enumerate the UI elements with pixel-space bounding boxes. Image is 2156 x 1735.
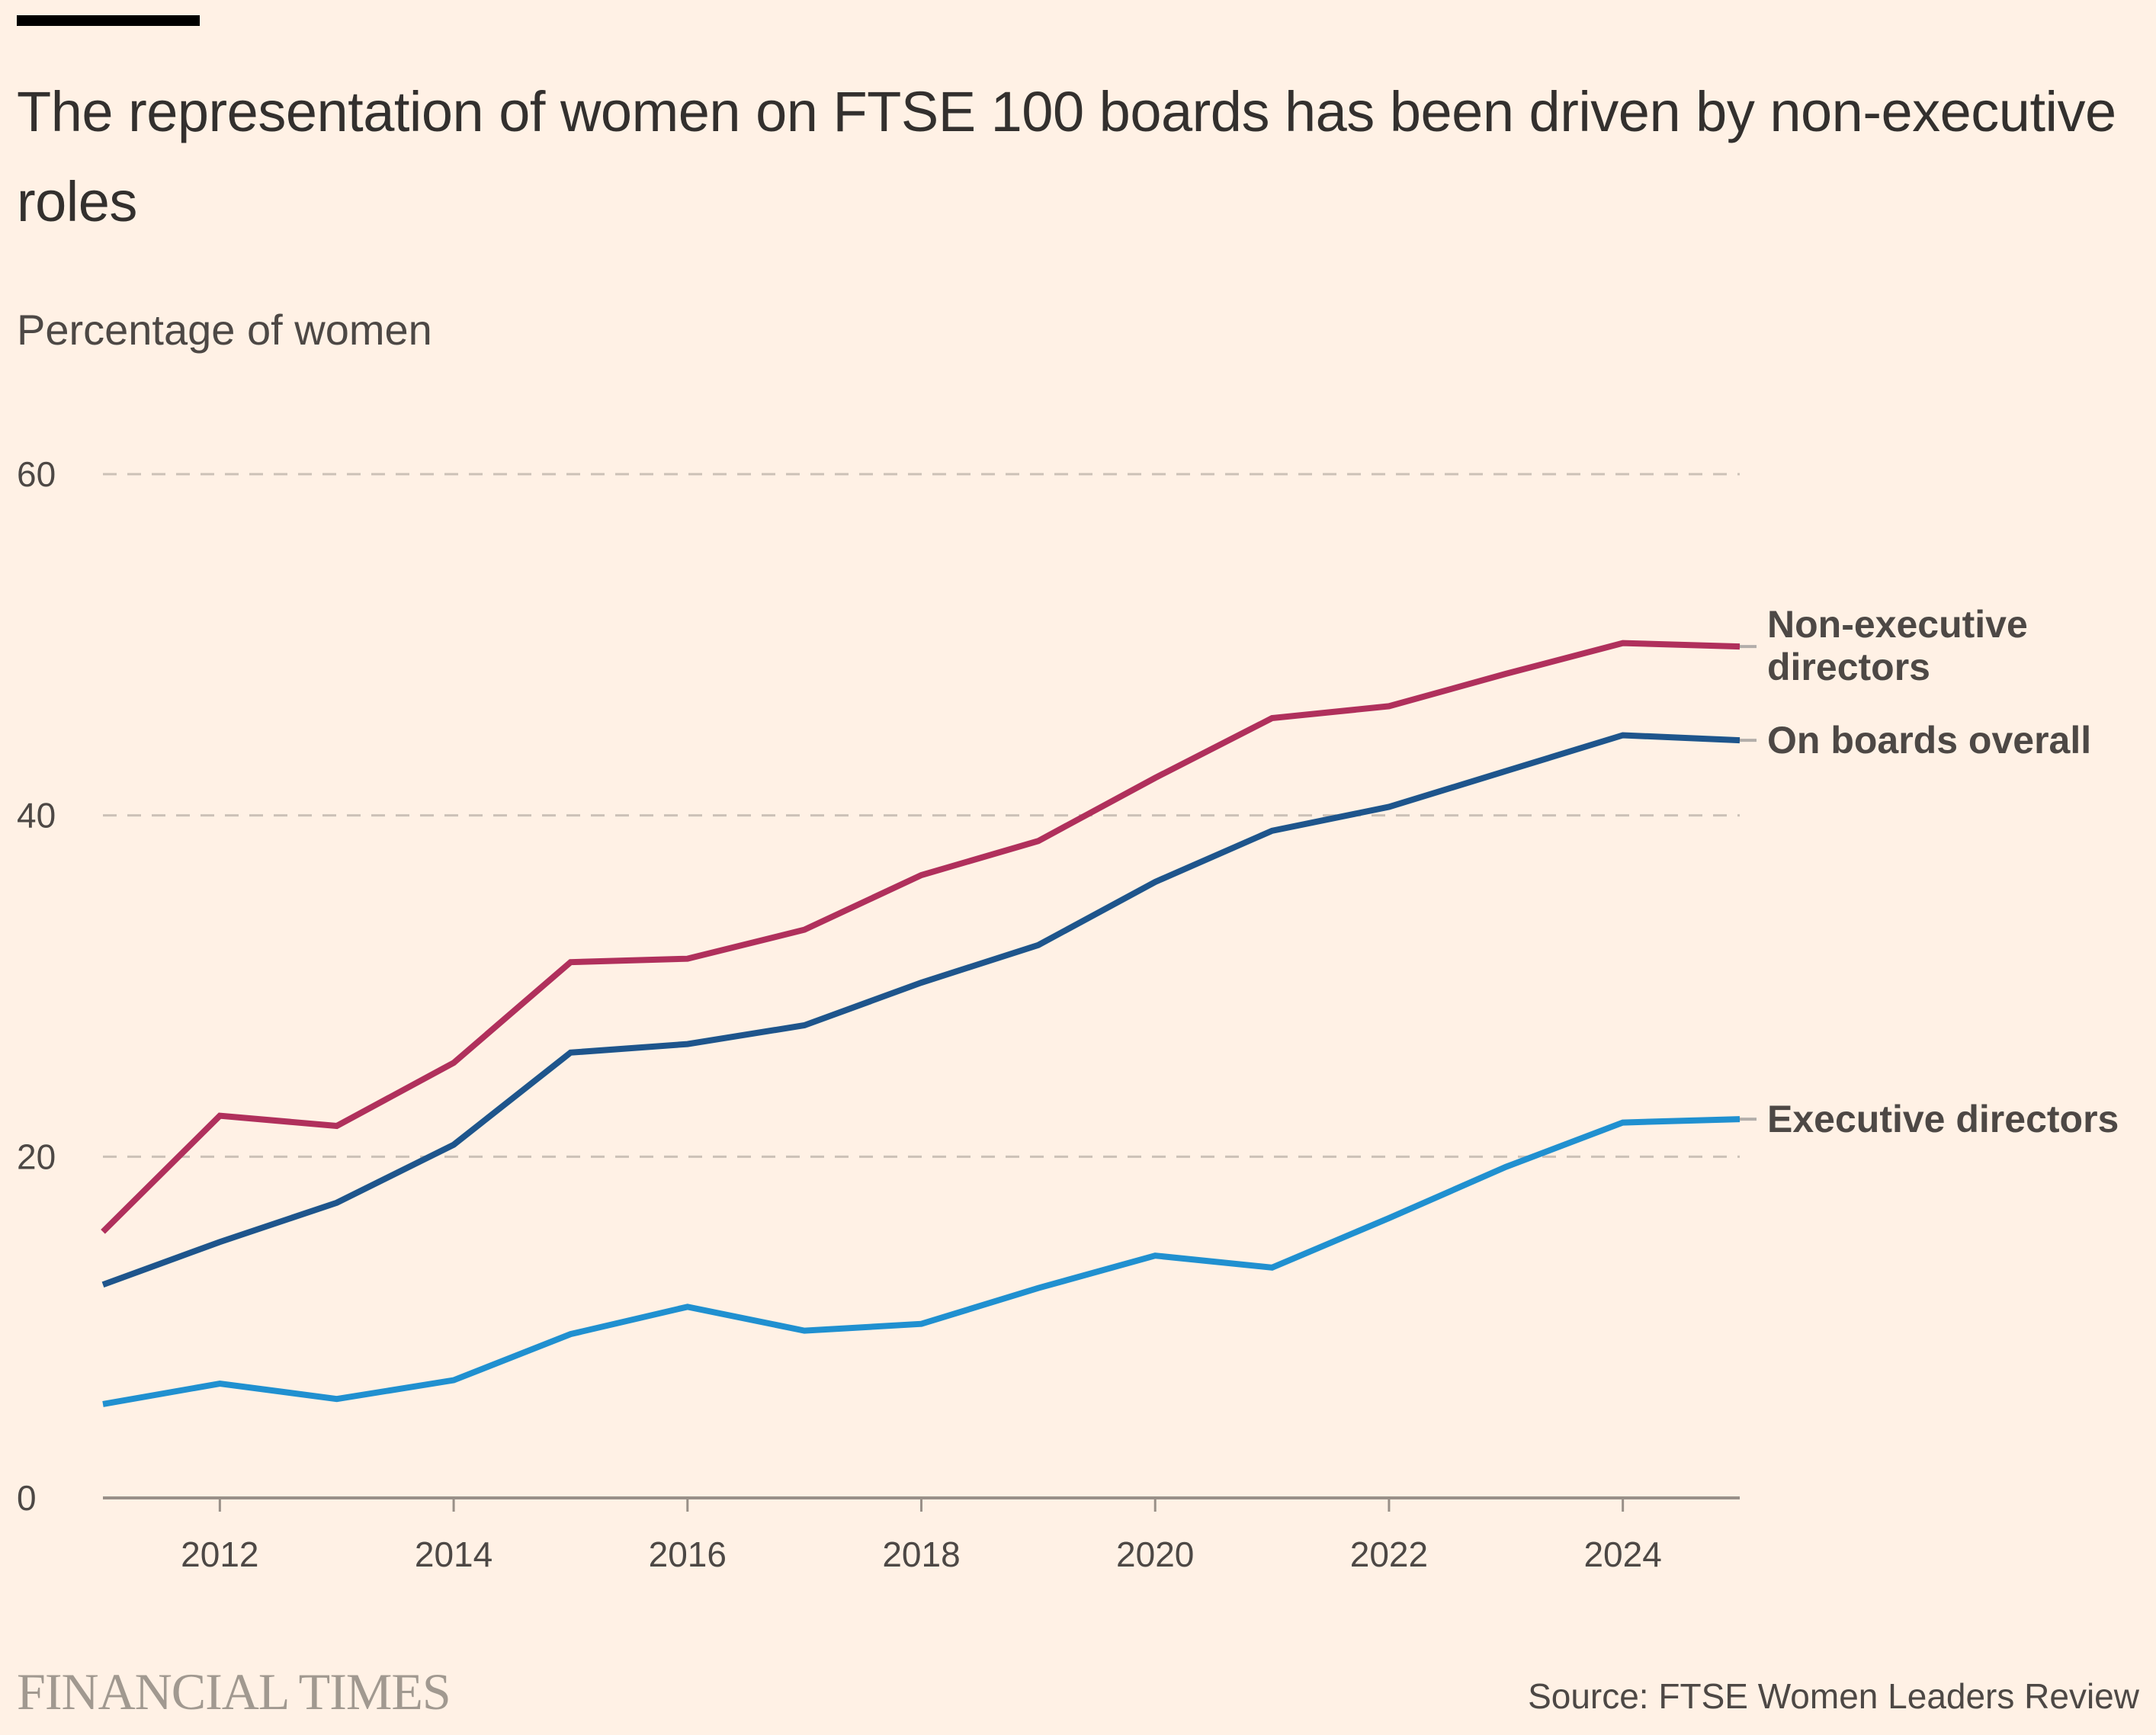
ft-logo: FINANCIAL TIMES: [17, 1663, 451, 1721]
chart-title: The representation of women on FTSE 100 …: [17, 80, 2116, 233]
series-line-non_executive: [101, 640, 1741, 1234]
source-note: Source: FTSE Women Leaders Review: [1528, 1676, 2139, 1716]
series-label-executive: Executive directors: [1767, 1098, 2119, 1140]
x-tick-label: 2024: [1583, 1535, 1661, 1574]
series-lines: [101, 640, 1741, 1407]
x-tick-label: 2014: [415, 1535, 492, 1574]
series-label-overall: On boards overall: [1767, 719, 2091, 762]
series-label-non_executive: directors: [1767, 646, 1930, 688]
y-tick-label: 40: [17, 796, 56, 835]
gridlines: [103, 473, 1740, 1158]
y-axis-ticks: 0 20 40 60: [17, 454, 56, 1518]
series-label-non_executive: Non-executive: [1767, 603, 2028, 646]
y-tick-label: 0: [17, 1478, 37, 1518]
x-axis: 2012 2014 2016 2018 2020 2022 2024: [103, 1496, 1740, 1574]
y-tick-label: 60: [17, 454, 56, 494]
x-tick-label: 2016: [649, 1535, 727, 1574]
x-tick-label: 2022: [1350, 1535, 1428, 1574]
y-tick-label: 20: [17, 1137, 56, 1176]
series-line-executive: [102, 1116, 1741, 1407]
series-line-overall: [101, 732, 1741, 1288]
x-tick-label: 2012: [181, 1535, 258, 1574]
x-tick-label: 2018: [882, 1535, 960, 1574]
y-axis-label: Percentage of women: [17, 306, 432, 354]
ft-accent-bar: [17, 15, 200, 26]
x-tick-label: 2020: [1116, 1535, 1194, 1574]
